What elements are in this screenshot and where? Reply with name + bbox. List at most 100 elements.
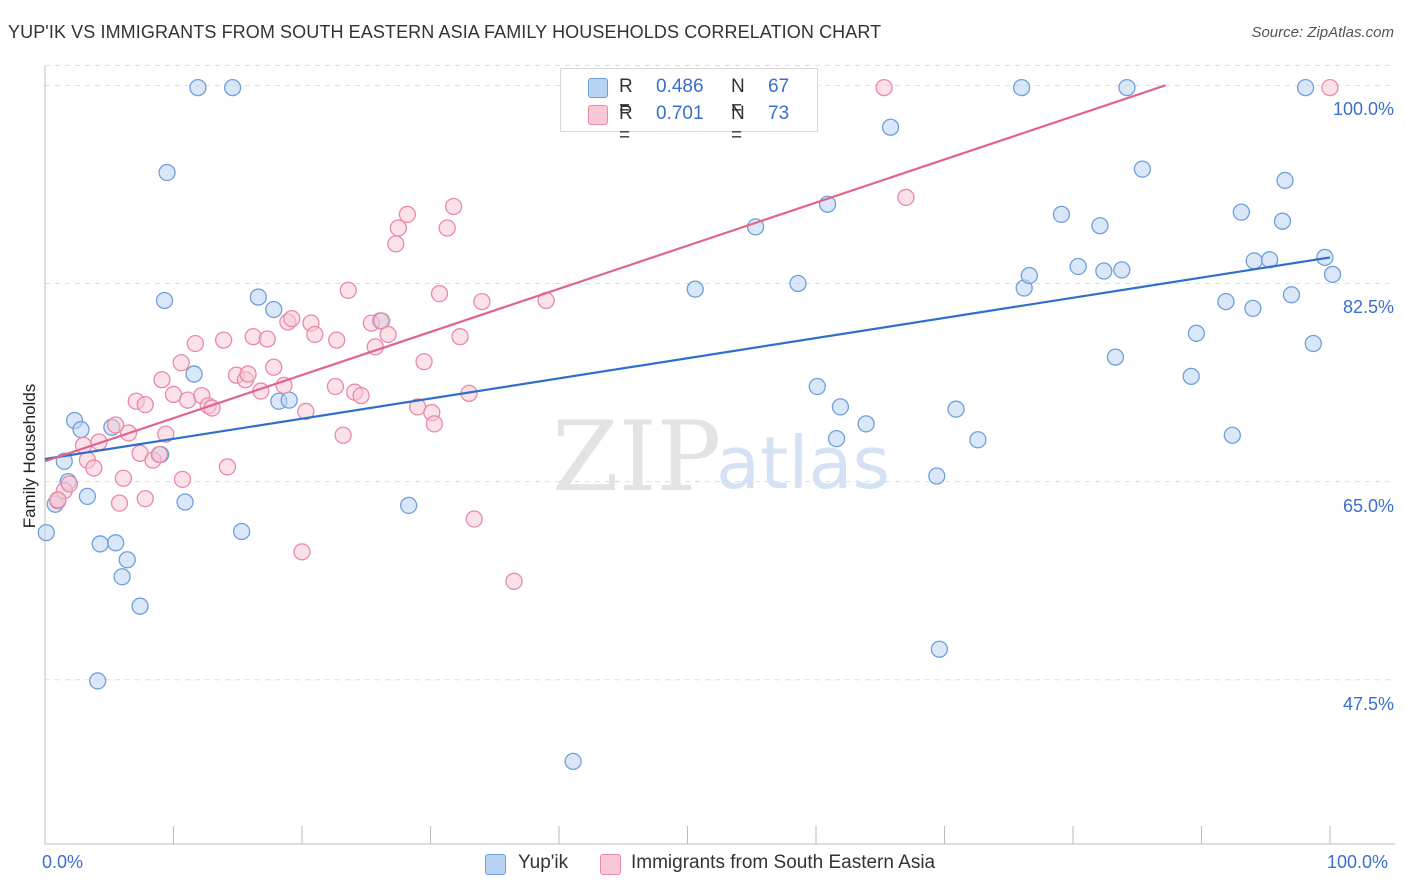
chart-source: Source: ZipAtlas.com [1251,24,1394,41]
data-point-immigrants [451,328,469,346]
data-point-immigrants [173,470,192,489]
data-point-yupik [1133,160,1152,178]
legend-r-value-yupik: 0.486 [656,76,704,97]
data-point-yupik [928,467,946,485]
y-tick-label: 100.0% [1332,99,1394,120]
data-point-yupik [1113,261,1131,279]
data-point-yupik [930,640,949,658]
y-tick-label: 47.5% [1342,693,1394,714]
data-point-yupik [1323,265,1342,284]
data-point-yupik [91,535,109,553]
data-point-immigrants [110,494,129,512]
legend-n-value-immigrants: 73 [768,103,790,124]
trend-lines [44,84,1331,463]
chart-title: YUP'IK VS IMMIGRANTS FROM SOUTH EASTERN … [8,22,882,42]
data-point-immigrants [339,281,357,299]
data-point-yupik [189,78,207,97]
data-point-yupik [113,568,131,586]
data-point-immigrants [157,425,175,443]
data-point-yupik [1012,78,1031,97]
data-point-yupik [1273,212,1292,230]
data-point-immigrants [387,235,405,253]
data-point-immigrants [465,510,483,528]
data-point-yupik [1069,257,1087,276]
data-point-immigrants [398,205,417,224]
data-point-yupik [1106,348,1125,366]
data-point-yupik [1095,262,1113,280]
data-point-yupik [89,672,107,690]
data-point-immigrants [306,325,324,344]
data-point-yupik [1020,266,1038,285]
data-point-immigrants [244,328,262,346]
y-tick-label: 82.5% [1342,297,1394,318]
data-point-yupik [118,551,136,569]
data-point-yupik [808,377,826,396]
data-point-immigrants [136,395,154,414]
data-point-yupik [1232,203,1250,221]
data-point-yupik [223,78,242,97]
data-point-yupik [969,431,987,449]
data-point-yupik [72,420,90,439]
data-point-yupik [280,391,298,409]
correlation-legend: R = 0.486 N = 67 R = 0.701 N = 73 [560,68,818,146]
series-swatch-yupik [485,854,506,875]
data-point-yupik [249,288,267,306]
data-point-yupik [400,496,418,515]
series-swatch-immigrants [600,854,621,875]
data-point-immigrants [425,415,444,433]
x-tick-label-right: 100.0% [1327,852,1389,872]
data-point-yupik [1118,78,1136,97]
data-points [37,78,1342,770]
legend-n-label: N = [731,76,745,119]
legend-swatch-yupik [588,78,608,98]
data-point-yupik [176,493,194,511]
data-point-yupik [831,398,850,416]
legend-r-label: R = [619,76,633,119]
data-point-yupik [131,597,149,615]
data-point-immigrants [297,402,315,421]
series-label-yupik: Yup'ik [518,852,569,873]
trend-line-immigrants [44,84,1166,463]
data-point-immigrants [897,188,915,207]
data-point-immigrants [114,469,133,487]
data-point-yupik [1091,217,1109,235]
y-axis-label: Family Households [20,383,39,529]
data-point-immigrants [186,334,204,353]
data-point-yupik [232,522,251,541]
data-point-immigrants [379,325,397,344]
data-point-yupik [564,752,582,770]
data-point-yupik [857,415,875,433]
data-point-yupik [1244,299,1262,318]
data-point-immigrants [107,416,125,434]
data-point-immigrants [258,330,276,348]
legend-r-label: R = [619,103,633,146]
legend-n-value-yupik: 67 [768,76,790,97]
data-point-immigrants [326,377,345,396]
data-point-immigrants [328,331,346,349]
data-point-yupik [155,291,174,310]
legend-n-label: N = [731,103,745,146]
y-tick-label: 65.0% [1342,495,1394,516]
data-point-yupik [265,300,283,319]
data-point-yupik [1245,252,1263,270]
data-point-yupik [1276,171,1294,190]
data-point-immigrants [85,459,103,477]
data-point-immigrants [265,358,283,376]
data-point-yupik [1282,286,1301,304]
series-label-immigrants: Immigrants from South Eastern Asia [631,852,936,873]
data-point-immigrants [172,354,190,372]
data-point-immigrants [438,219,456,237]
data-point-yupik [746,218,765,236]
data-point-yupik [1304,334,1322,353]
data-point-yupik [158,163,176,182]
data-point-immigrants [505,572,523,590]
watermark: ZIP atlas [552,401,890,513]
data-point-yupik [185,365,203,383]
watermark-atlas: atlas [716,421,890,505]
data-point-yupik [789,274,807,293]
data-point-immigrants [352,386,370,405]
data-point-immigrants [293,543,311,561]
watermark-zip: ZIP [552,401,721,513]
data-point-immigrants [415,352,433,371]
